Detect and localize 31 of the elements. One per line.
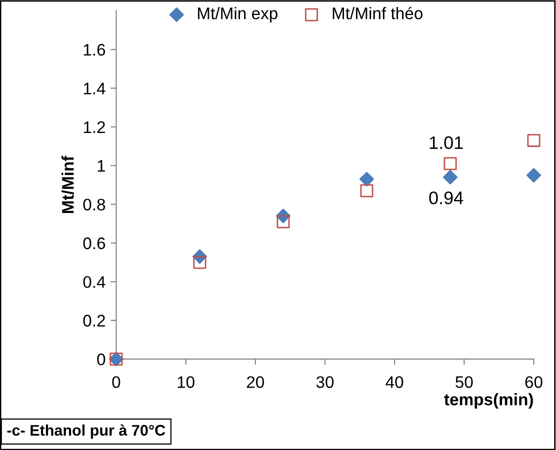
x-tick-label: 60: [525, 376, 542, 388]
y-axis-title: Mt/Minf: [62, 156, 74, 213]
y-tick-label: 0: [97, 354, 106, 366]
y-tick-label: 1: [98, 160, 105, 172]
legend-label: Mt/Min exp: [198, 7, 278, 23]
y-tick-label: 1.2: [84, 121, 105, 133]
legend-label: Mt/Minf théo: [332, 6, 422, 20]
point: [193, 256, 206, 269]
x-tick-label: 0: [112, 376, 120, 388]
point: [527, 134, 540, 147]
x-tick-label: 10: [178, 376, 194, 388]
y-tick-label: 0.6: [83, 237, 106, 250]
point: [526, 168, 542, 183]
point: [359, 172, 374, 186]
y-tick-label: 0.8: [83, 198, 106, 211]
y-tick-label: 0.4: [83, 276, 106, 288]
x-tick-label: 30: [316, 376, 334, 388]
point: [276, 215, 290, 228]
y-tick-label: 1.6: [84, 44, 106, 56]
x-axis-title: temps(min): [444, 393, 533, 409]
text: -c- Ethanol pur à 70°C: [7, 424, 166, 439]
data-label: 1.01: [430, 136, 463, 150]
point: [360, 184, 374, 198]
x-tick-label: 20: [246, 376, 264, 388]
x-tick-label: 40: [386, 376, 404, 388]
data-label: 0.94: [429, 191, 464, 204]
point: [442, 170, 458, 184]
y-tick-label: 1.4: [84, 82, 106, 94]
x-tick-label: 50: [456, 376, 473, 388]
y-tick-label: 0.2: [83, 314, 105, 327]
point: [444, 157, 457, 170]
